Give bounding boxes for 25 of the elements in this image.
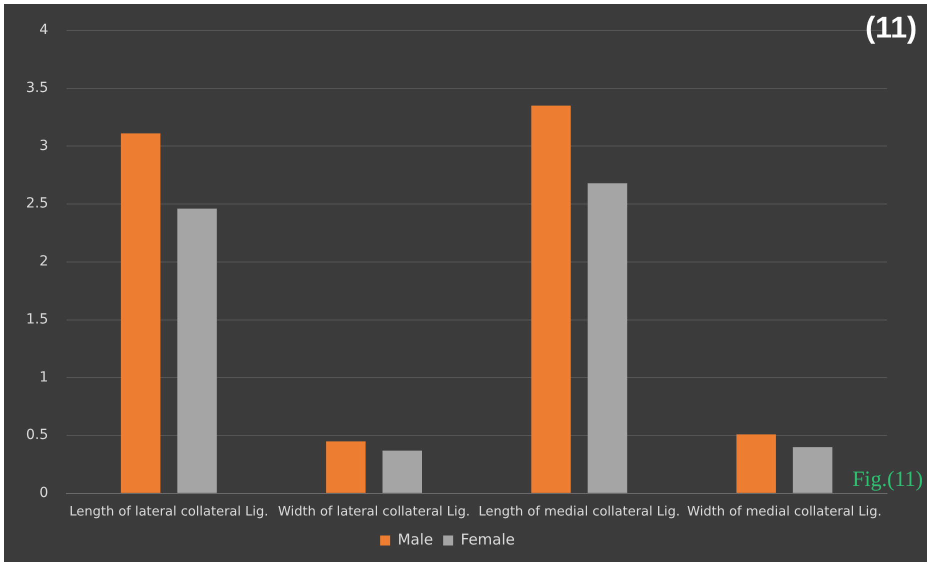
y-tick-label: 1	[39, 369, 48, 386]
bar	[792, 447, 832, 493]
bar	[531, 106, 571, 493]
y-tick-label: 4	[39, 22, 48, 38]
x-tick-label: Width of lateral collateral Lig.	[278, 504, 470, 520]
legend-label: Female	[460, 530, 515, 548]
y-tick-label: 3	[39, 138, 48, 154]
annotation: Fig.(11)	[852, 466, 923, 492]
x-tick-label: Length of lateral collateral Lig.	[69, 504, 268, 520]
bar	[326, 441, 366, 493]
bar	[120, 133, 160, 493]
bar	[382, 450, 422, 493]
y-tick-label: 3.5	[26, 80, 48, 96]
x-tick-label: Length of medial collateral Lig.	[478, 504, 680, 520]
x-tick-label: Width of medial collateral Lig.	[687, 504, 882, 520]
legend-label: Male	[398, 530, 434, 548]
y-tick-label: 0.5	[26, 427, 48, 444]
annotation: (11)	[865, 11, 917, 44]
y-tick-label: 1.5	[26, 311, 48, 328]
bar	[736, 434, 776, 493]
y-tick-label: 0	[39, 485, 48, 502]
y-tick-label: 2	[39, 254, 48, 270]
bar	[177, 208, 217, 493]
y-tick-label: 2.5	[26, 196, 48, 212]
bar	[588, 183, 628, 493]
